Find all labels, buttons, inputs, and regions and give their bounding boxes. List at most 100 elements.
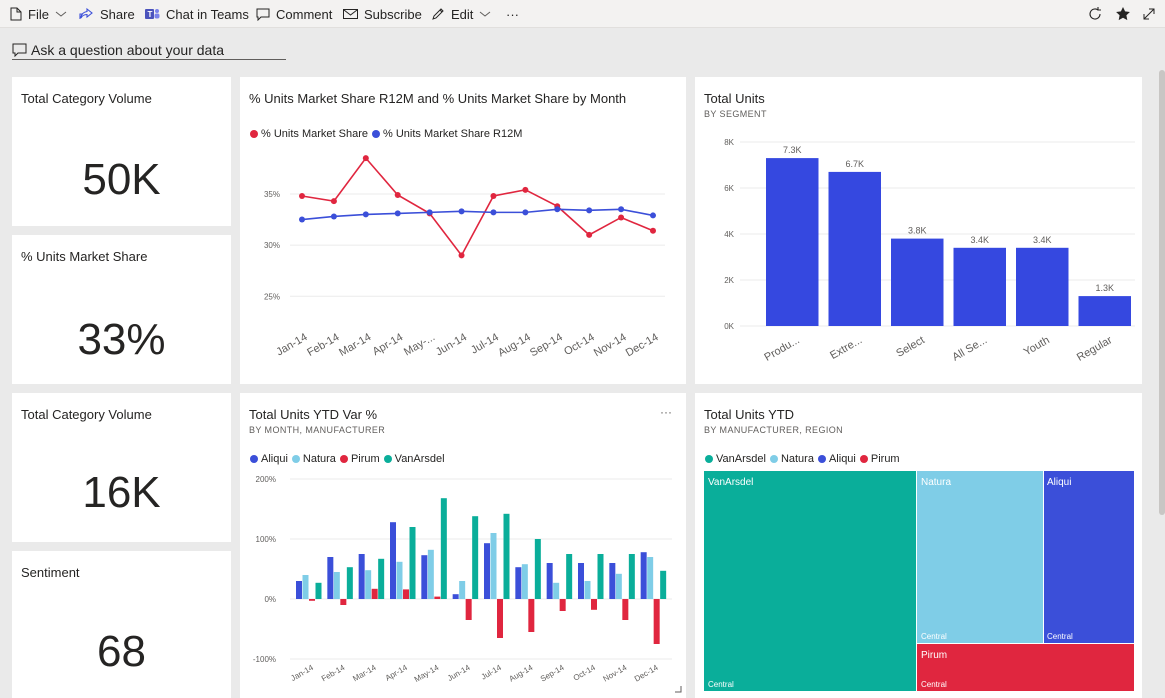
- line-chart-tile[interactable]: % Units Market Share R12M and % Units Ma…: [240, 77, 686, 384]
- legend-item[interactable]: Aliqui: [817, 453, 856, 465]
- bar[interactable]: [553, 582, 560, 599]
- legend-item[interactable]: % Units Market Share R12M: [371, 128, 522, 140]
- bar[interactable]: [497, 599, 503, 638]
- bar[interactable]: [559, 599, 566, 611]
- bar[interactable]: [546, 563, 553, 599]
- bar[interactable]: [521, 564, 528, 599]
- bar[interactable]: [597, 554, 604, 599]
- data-point[interactable]: [362, 211, 369, 218]
- bar[interactable]: [647, 557, 654, 599]
- bar[interactable]: [365, 570, 372, 599]
- bar[interactable]: [584, 581, 591, 599]
- refresh-button[interactable]: [1087, 4, 1103, 24]
- bar[interactable]: [615, 573, 622, 599]
- bar[interactable]: [390, 522, 396, 599]
- bar[interactable]: [452, 594, 459, 599]
- bar[interactable]: [309, 599, 315, 601]
- bar[interactable]: [358, 554, 365, 599]
- resize-handle-icon[interactable]: [674, 685, 682, 693]
- bar[interactable]: [459, 581, 466, 599]
- treemap-cell-natura[interactable]: [917, 471, 1043, 643]
- bar[interactable]: [409, 527, 416, 599]
- kpi-card-units-market-share[interactable]: % Units Market Share 33%: [12, 235, 231, 384]
- bar[interactable]: [333, 572, 340, 599]
- clustered-bar-tile[interactable]: Total Units YTD Var % BY MONTH, MANUFACT…: [240, 393, 686, 698]
- bar[interactable]: [396, 561, 403, 599]
- data-point[interactable]: [299, 192, 305, 199]
- bar[interactable]: [766, 158, 819, 326]
- bar[interactable]: [1016, 247, 1069, 326]
- bar[interactable]: [609, 563, 616, 599]
- bar[interactable]: [346, 567, 353, 599]
- data-point[interactable]: [490, 209, 497, 216]
- legend-item[interactable]: VanArsdel: [383, 453, 445, 465]
- bar[interactable]: [434, 596, 441, 599]
- legend-item[interactable]: Pirum: [339, 453, 380, 465]
- comment-button[interactable]: Comment: [256, 4, 332, 24]
- kpi-card-total-category-volume-2[interactable]: Total Category Volume 16K: [12, 393, 231, 542]
- data-point[interactable]: [490, 192, 497, 199]
- data-point[interactable]: [618, 206, 625, 213]
- bar[interactable]: [371, 588, 378, 599]
- kpi-card-total-category-volume[interactable]: Total Category Volume 50K: [12, 77, 231, 226]
- bar[interactable]: [578, 563, 584, 599]
- treemap-cell-aliqui[interactable]: [1044, 471, 1134, 643]
- treemap-cell-vanarsdel[interactable]: [704, 471, 916, 691]
- legend-item[interactable]: Natura: [291, 453, 336, 465]
- data-point[interactable]: [330, 213, 337, 220]
- bar[interactable]: [622, 599, 629, 620]
- legend-item[interactable]: Pirum: [859, 453, 900, 465]
- data-point[interactable]: [618, 214, 625, 221]
- share-button[interactable]: Share: [78, 4, 135, 24]
- treemap-cell-pirum[interactable]: [917, 644, 1134, 691]
- data-point[interactable]: [554, 206, 561, 213]
- bar[interactable]: [953, 247, 1007, 326]
- bar[interactable]: [534, 539, 541, 599]
- data-point[interactable]: [394, 210, 401, 217]
- bar[interactable]: [566, 554, 573, 599]
- bar[interactable]: [421, 555, 428, 599]
- qa-question-input[interactable]: Ask a question about your data: [12, 40, 286, 60]
- file-menu[interactable]: File: [10, 4, 73, 24]
- bar[interactable]: [484, 543, 490, 599]
- more-options-icon[interactable]: ···: [660, 405, 672, 419]
- bar[interactable]: [302, 575, 309, 599]
- legend-item[interactable]: VanArsdel: [705, 453, 766, 465]
- bar[interactable]: [378, 558, 385, 599]
- data-point[interactable]: [522, 186, 529, 193]
- bar[interactable]: [828, 171, 882, 326]
- data-point[interactable]: [458, 208, 465, 215]
- data-point[interactable]: [299, 216, 305, 223]
- bar[interactable]: [490, 533, 497, 599]
- data-point[interactable]: [458, 252, 465, 259]
- data-point[interactable]: [586, 231, 593, 238]
- bar[interactable]: [315, 582, 322, 599]
- legend-item[interactable]: Natura: [769, 453, 814, 465]
- bar[interactable]: [891, 238, 944, 326]
- legend-item[interactable]: Aliqui: [250, 453, 288, 465]
- bar[interactable]: [427, 549, 434, 599]
- fullscreen-button[interactable]: [1142, 4, 1156, 24]
- data-point[interactable]: [394, 191, 401, 198]
- data-point[interactable]: [650, 227, 656, 234]
- bar[interactable]: [528, 599, 535, 632]
- edit-menu[interactable]: Edit: [431, 4, 497, 24]
- more-options-button[interactable]: ···: [506, 4, 519, 24]
- data-point[interactable]: [586, 207, 593, 214]
- treemap-tile[interactable]: Total Units YTD BY MANUFACTURER, REGION …: [695, 393, 1142, 698]
- bar[interactable]: [327, 557, 334, 599]
- bar[interactable]: [296, 581, 302, 599]
- data-point[interactable]: [522, 209, 529, 216]
- bar[interactable]: [340, 599, 347, 605]
- bar[interactable]: [591, 599, 597, 610]
- bar[interactable]: [660, 570, 667, 599]
- bar[interactable]: [515, 567, 522, 599]
- bar[interactable]: [640, 552, 647, 599]
- kpi-card-sentiment[interactable]: Sentiment 68: [12, 551, 231, 698]
- chat-in-teams-button[interactable]: T Chat in Teams: [145, 4, 249, 24]
- bar[interactable]: [653, 599, 660, 644]
- bar-chart-tile[interactable]: Total Units BY SEGMENT 0K 2K 4K 6K 8K 7.3K Pro…: [695, 77, 1142, 384]
- data-point[interactable]: [650, 212, 656, 219]
- bar[interactable]: [403, 589, 409, 599]
- data-point[interactable]: [426, 209, 433, 216]
